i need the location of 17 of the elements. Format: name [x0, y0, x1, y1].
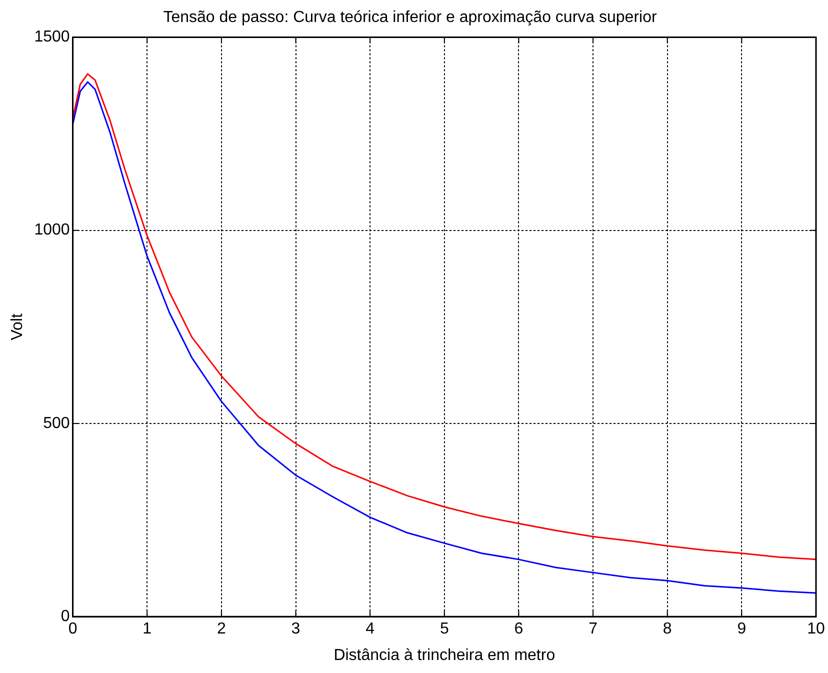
x-tick-label: 2	[216, 620, 226, 638]
x-tick-label: 6	[514, 620, 524, 638]
x-tick-label: 3	[291, 620, 300, 638]
y-tick-label: 0	[60, 608, 70, 626]
x-tick-label: 8	[662, 620, 672, 638]
x-tick-label: 4	[366, 620, 375, 638]
x-tick-label: 9	[737, 620, 746, 638]
x-tick-label: 5	[440, 620, 449, 638]
y-axis-title: Volt	[9, 313, 26, 340]
y-tick-label: 1000	[34, 222, 70, 239]
x-axis-title: Distância à trincheira em metro	[334, 646, 556, 664]
x-tick-label: 7	[588, 620, 598, 638]
x-tick-label: 1	[142, 620, 152, 638]
y-tick-label: 500	[43, 414, 70, 432]
chart-title: Tensão de passo: Curva teórica inferior e aproximação curva superior	[163, 9, 658, 26]
x-tick-label: 10	[807, 620, 825, 638]
y-tick-label: 1500	[34, 28, 70, 46]
